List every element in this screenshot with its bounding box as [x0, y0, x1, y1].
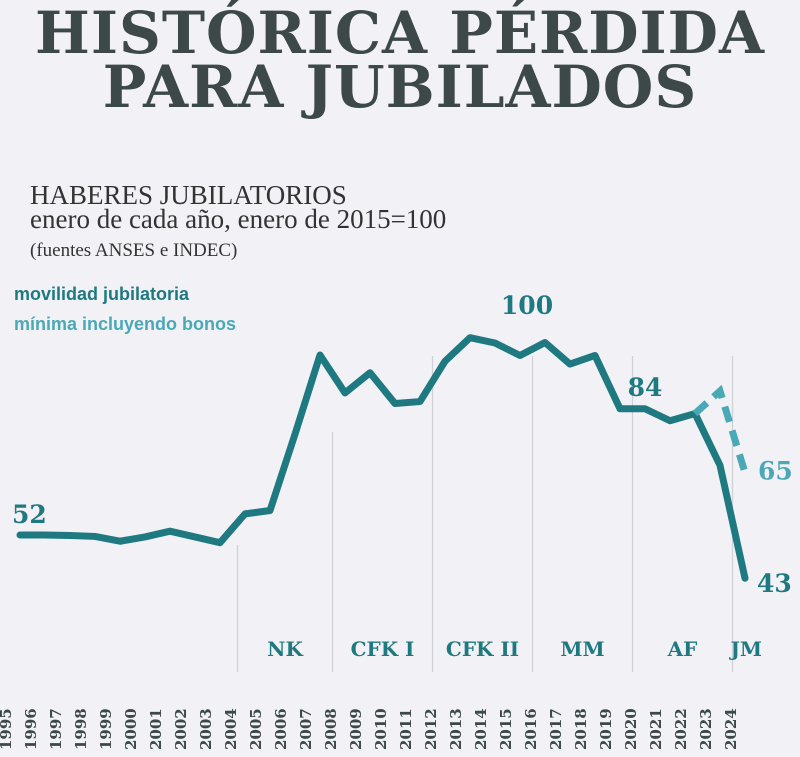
data-label: 84: [628, 373, 663, 402]
x-tick-label: 2017: [547, 708, 565, 750]
x-tick-label: 2007: [297, 708, 315, 750]
series-layer: [16, 334, 749, 582]
x-tick-label: 1999: [97, 708, 115, 750]
x-tick-label: 1998: [72, 708, 90, 750]
x-tick-label: 2015: [497, 708, 515, 750]
x-tick-label: 2019: [597, 708, 615, 750]
chart-source-note: (fuentes ANSES e INDEC): [30, 240, 238, 261]
x-tick-label: 2000: [122, 708, 140, 750]
x-tick-label: 2011: [397, 708, 415, 750]
x-tick-label: 2022: [672, 708, 690, 750]
x-tick-label: 2001: [147, 708, 165, 750]
x-tick-label: 2014: [472, 708, 490, 750]
headline-line-1: HISTÓRICA PÉRDIDA: [35, 0, 765, 67]
series-line-bonos: [692, 384, 749, 474]
series-line-movilidad: [16, 334, 749, 582]
x-tick-label: 2006: [272, 708, 290, 750]
x-tick-label: 2013: [447, 708, 465, 750]
x-tick-label: 2009: [347, 708, 365, 750]
x-tick-label: 2018: [572, 708, 590, 750]
era-label: CFK I: [351, 637, 415, 661]
data-label: 100: [501, 291, 553, 320]
x-tick-label: 2008: [322, 708, 340, 750]
era-label: JM: [728, 637, 762, 661]
x-tick-label: 2012: [422, 708, 440, 750]
x-tick-label: 1995: [0, 708, 15, 750]
chart-subtitle-line-1: HABERES JUBILATORIOS: [30, 180, 347, 210]
x-tick-label: 2003: [197, 708, 215, 750]
x-tick-label: 2005: [247, 708, 265, 750]
x-tick-label: 2023: [697, 708, 715, 750]
data-label: 52: [12, 500, 47, 529]
era-label: NK: [267, 637, 303, 661]
x-tick-label: 2016: [522, 708, 540, 750]
era-labels: NK CFK I CFK II MM AF JM: [267, 637, 762, 661]
headline-line-2: PARA JUBILADOS: [102, 53, 698, 121]
data-label: 65: [758, 457, 793, 486]
era-label: AF: [667, 637, 698, 661]
x-tick-label: 2021: [647, 708, 665, 750]
era-dividers: [236, 356, 734, 672]
x-tick-label: 2024: [722, 708, 740, 750]
x-tick-label: 2004: [222, 708, 240, 750]
era-label: MM: [560, 637, 604, 661]
x-tick-label: 1996: [22, 708, 40, 750]
x-tick-label: 1997: [47, 708, 65, 750]
value-labels: 52 100 84 65 43: [12, 291, 793, 598]
data-label: 43: [757, 569, 792, 598]
chart-subtitle-line-2: enero de cada año, enero de 2015=100: [30, 204, 447, 234]
x-tick-label: 2010: [372, 708, 390, 750]
year-axis-labels: 1995 1996 1997 1998 1999 2000 2001 2002 2003 2004…: [0, 708, 740, 750]
era-label: CFK II: [446, 637, 519, 661]
x-tick-label: 2002: [172, 708, 190, 750]
x-tick-label: 2020: [622, 708, 640, 750]
legend-bonos: mínima incluyendo bonos: [14, 314, 237, 334]
legend-movilidad: movilidad jubilatoria: [14, 284, 190, 304]
